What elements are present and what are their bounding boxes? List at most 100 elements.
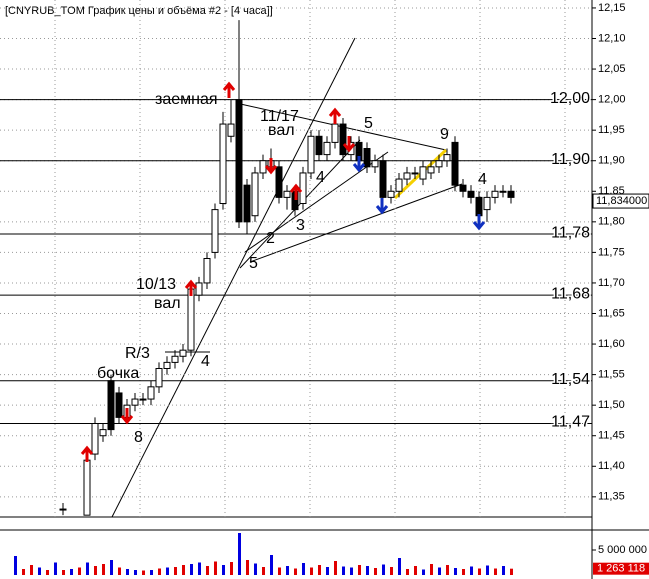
volume-bar: [238, 533, 241, 575]
y-tick-label: 11,95: [598, 124, 625, 136]
candle-body: [275, 166, 283, 198]
annotation: 4: [201, 353, 210, 370]
candle-body: [395, 178, 403, 192]
volume-bar: [390, 567, 393, 575]
signal-arrow: [120, 408, 134, 425]
volume-bar: [446, 565, 449, 575]
volume-bar: [190, 564, 193, 575]
volume-bar: [478, 568, 481, 575]
level-label: 11,47: [551, 414, 590, 431]
signal-arrow: [375, 198, 389, 215]
y-tick-label: 11,70: [598, 277, 625, 289]
y-tick-label: 11,40: [598, 460, 625, 472]
candle-body: [59, 508, 67, 511]
trend-line: [239, 139, 361, 269]
candle-body: [195, 282, 203, 296]
y-tick-label: 12,00: [598, 94, 626, 106]
volume-bar: [22, 569, 25, 575]
trend-line: [111, 37, 356, 518]
volume-bar: [206, 566, 209, 575]
level-label: 11,78: [551, 224, 590, 241]
y-tick-label: 11,90: [598, 155, 625, 167]
candle-body: [299, 172, 307, 204]
candle-body: [331, 123, 339, 143]
signal-arrow: [342, 136, 356, 153]
volume-bar: [422, 569, 425, 575]
volume-bar: [318, 565, 321, 575]
level-label: 11,68: [551, 285, 590, 302]
chart-title: [CNYRUB_TOM График цены и объёма #2 - [4…: [5, 5, 273, 17]
volume-bar: [270, 555, 273, 575]
y-tick-label: 11,80: [598, 216, 625, 228]
volume-bar: [454, 568, 457, 575]
volume-bar: [470, 566, 473, 575]
volume-bar: [198, 562, 201, 575]
candle-body: [475, 196, 483, 217]
candle-body: [179, 349, 187, 357]
volume-bar: [134, 570, 137, 575]
candle-body: [219, 123, 227, 204]
candle-body: [451, 141, 459, 186]
volume-bar: [222, 565, 225, 575]
candle-body: [107, 380, 115, 431]
volume-bar: [214, 561, 217, 575]
candle-body: [131, 398, 139, 406]
volume-bar: [54, 562, 57, 575]
volume-bar: [62, 570, 65, 575]
y-tick-label: 12,10: [598, 32, 626, 44]
signal-arrow: [222, 81, 236, 98]
volume-bar: [366, 566, 369, 575]
volume-bar: [358, 565, 361, 575]
volume-bar: [438, 567, 441, 575]
volume-bar: [398, 558, 401, 575]
volume-bar: [158, 568, 161, 575]
volume-bar: [414, 566, 417, 575]
y-tick-label: 11,45: [598, 430, 625, 442]
annotation: 5: [364, 115, 373, 132]
volume-bar: [502, 566, 505, 575]
candle-body: [403, 172, 411, 180]
volume-bar: [262, 567, 265, 575]
annotation: R/3: [125, 345, 150, 362]
volume-bar: [382, 564, 385, 575]
y-tick-label: 12,05: [598, 63, 626, 75]
y-tick-label: 11,75: [598, 246, 625, 258]
candle-body: [507, 190, 515, 198]
candle-body: [467, 190, 475, 198]
last-price-box: [592, 193, 649, 209]
annotation: 11/17: [260, 108, 299, 125]
candle-body: [419, 166, 427, 180]
volume-bar: [342, 566, 345, 575]
candle-body: [499, 190, 507, 193]
trend-line: [249, 183, 463, 263]
level-label: 12,00: [550, 90, 590, 107]
volume-last-box: [593, 562, 649, 575]
annotation: 8: [134, 429, 143, 446]
signal-arrow: [472, 214, 486, 231]
level-label: 11,54: [551, 371, 590, 388]
candle-body: [307, 135, 315, 174]
signal-arrow: [80, 445, 94, 462]
annotation: заемная: [155, 91, 218, 108]
candle-body: [443, 154, 451, 162]
volume-bar: [510, 568, 513, 575]
volume-bar: [246, 560, 249, 575]
candle-body: [411, 172, 419, 175]
candle-body: [435, 160, 443, 168]
y-tick-label: 11,60: [598, 338, 625, 350]
annotation: 4: [478, 171, 487, 188]
signal-arrow: [184, 279, 198, 296]
candle-body: [323, 141, 331, 156]
candle-body: [163, 361, 171, 369]
last-price-label: 11,834000: [596, 195, 647, 207]
annotation: 2: [266, 230, 275, 247]
annotation: 9: [440, 126, 449, 143]
candle-body: [155, 368, 163, 388]
candle-body: [243, 184, 251, 223]
candle-body: [211, 209, 219, 253]
candle-body: [83, 459, 91, 516]
volume-bar: [334, 561, 337, 575]
